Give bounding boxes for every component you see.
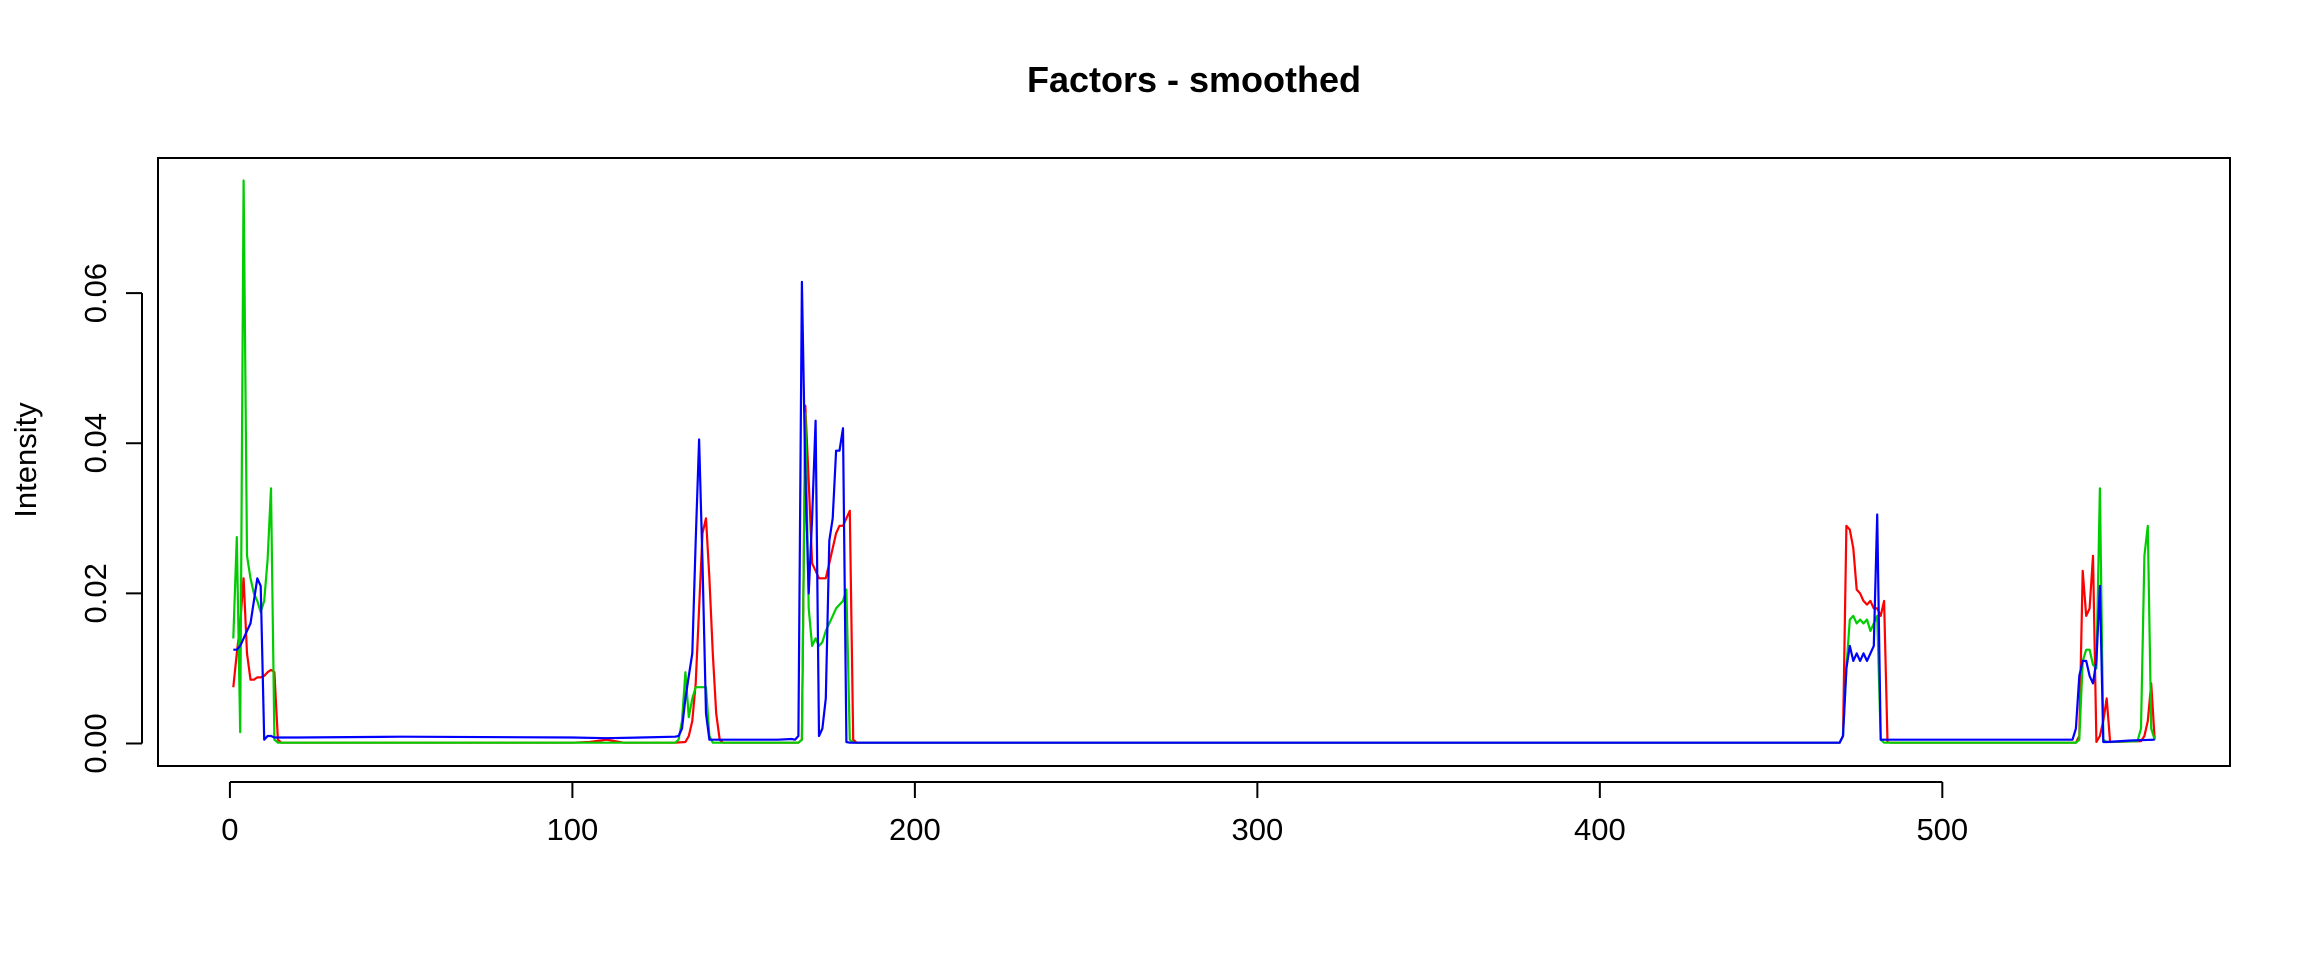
y-tick-label: 0.02 <box>78 563 113 623</box>
x-tick-label: 500 <box>1916 812 1968 847</box>
series-line-3 <box>233 280 2155 744</box>
plot-frame <box>157 157 2231 767</box>
y-tick-label: 0.04 <box>78 413 113 473</box>
x-tick-label: 400 <box>1574 812 1626 847</box>
series-layer <box>232 179 2156 744</box>
y-axis-label: Intensity <box>8 402 43 518</box>
y-tick-label: 0.00 <box>78 713 113 773</box>
x-tick-label: 300 <box>1231 812 1283 847</box>
x-tick-label: 200 <box>889 812 941 847</box>
x-axis: 0 100 200 300 400 500 <box>221 781 1968 847</box>
series-line-2 <box>232 179 2156 744</box>
chart-title: Factors - smoothed <box>1027 59 1361 100</box>
y-axis: 0.00 0.02 0.04 0.06 <box>78 263 143 774</box>
y-tick-label: 0.06 <box>78 263 113 323</box>
x-tick-label: 0 <box>221 812 238 847</box>
series-line-1 <box>232 404 2156 744</box>
x-tick-label: 100 <box>547 812 599 847</box>
